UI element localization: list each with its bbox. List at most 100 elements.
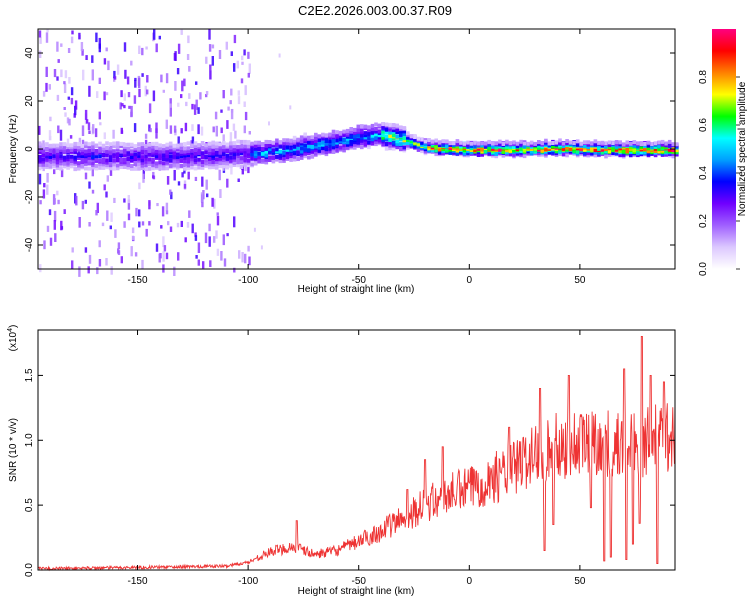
- spectrogram-cell: [186, 159, 191, 164]
- spectrogram-cell: [127, 213, 131, 221]
- spectrogram-cell: [236, 144, 240, 149]
- spectrogram-cell: [169, 226, 173, 232]
- spectrogram-cell: [476, 141, 481, 146]
- spectrogram-cell: [80, 143, 85, 148]
- spectrogram-cell: [183, 142, 187, 147]
- spectrogram-cell: [158, 143, 162, 148]
- spectrogram-cell: [420, 149, 424, 154]
- spectrogram-cell: [84, 199, 87, 204]
- spectrogram-cell: [554, 149, 559, 154]
- spectrogram-cell: [140, 142, 145, 147]
- spectrogram-cell: [214, 152, 219, 157]
- spectrogram-cell: [455, 142, 460, 147]
- colorbar-gradient: [712, 29, 736, 269]
- spectrogram-cell: [285, 141, 290, 146]
- spectrogram-cell: [137, 142, 141, 147]
- spectrogram-cell: [107, 60, 110, 71]
- spectrogram-cell: [205, 56, 208, 64]
- spectrogram-cell: [222, 158, 226, 163]
- spectrogram-cell: [230, 109, 234, 120]
- spectrogram-cell: [105, 258, 108, 266]
- spectrogram-cell: [161, 206, 165, 217]
- spectrogram-cell: [646, 149, 651, 154]
- spectrogram-cell: [222, 234, 225, 246]
- spectrogram-cell: [469, 150, 474, 155]
- spectrogram-cell: [232, 147, 237, 152]
- spectrogram-cell: [321, 142, 325, 147]
- spectrogram-cell: [80, 42, 84, 51]
- spectrogram-cell: [130, 111, 133, 118]
- spectrogram-cell: [448, 150, 453, 155]
- spectrogram-cell: [494, 141, 499, 146]
- spectrogram-cell: [76, 163, 81, 168]
- spectrogram-cell: [140, 155, 145, 160]
- spectrogram-cell: [49, 116, 52, 122]
- spectrogram-cell: [140, 145, 145, 150]
- spectrogram-cell: [225, 153, 230, 158]
- spectrogram-cell: [80, 154, 85, 158]
- spectrogram-cell: [140, 148, 145, 153]
- spectrogram-cell: [625, 147, 630, 152]
- spectrogram-cell: [59, 148, 63, 152]
- spectrogram-cell: [292, 135, 297, 140]
- spectrogram-cell: [218, 169, 221, 181]
- spectrogram-cell: [122, 150, 127, 155]
- spectrogram-cell: [48, 130, 52, 141]
- spectrogram-cell: [260, 142, 265, 147]
- spectrogram-cell: [66, 149, 70, 154]
- spectrogram-cell: [68, 77, 71, 84]
- spectrogram-cell: [664, 149, 668, 154]
- spectrogram-cell: [247, 72, 250, 78]
- spectrogram-cell: [123, 93, 126, 101]
- spectrogram-cell: [607, 143, 612, 148]
- spectrogram-x-tick-label: 50: [574, 275, 586, 286]
- spectrogram-cell: [112, 129, 115, 139]
- spectrogram-cell: [195, 99, 198, 110]
- spectrogram-cell: [43, 240, 46, 250]
- spectrogram-cell: [202, 190, 205, 200]
- spectrogram-cell: [388, 140, 392, 145]
- snr-plot-area: [38, 330, 675, 570]
- spectrogram-cell: [360, 138, 364, 143]
- spectrogram-cell: [307, 144, 311, 149]
- spectrogram-cell: [151, 153, 155, 157]
- spectrogram-cell: [96, 91, 99, 98]
- spectrogram-cell: [98, 146, 102, 151]
- spectrogram-cell: [239, 151, 244, 156]
- spectrogram-cell: [237, 90, 240, 96]
- spectrogram-cell: [78, 217, 81, 228]
- spectrogram-cell: [144, 163, 148, 168]
- spectrogram-cell: [126, 152, 131, 157]
- spectrogram-cell: [66, 165, 70, 170]
- spectrogram-cell: [105, 191, 108, 198]
- spectrogram-cell: [229, 151, 233, 156]
- spectrogram-cell: [134, 79, 137, 88]
- spectrogram-cell: [55, 143, 60, 148]
- spectrogram-cell: [363, 133, 368, 138]
- spectrogram-cell: [180, 94, 183, 99]
- spectrogram-cell: [285, 152, 290, 157]
- spectrogram-cell: [360, 133, 364, 138]
- spectrogram-cell: [437, 150, 442, 155]
- spectrogram-cell: [64, 112, 67, 117]
- spectrogram-cell: [452, 150, 456, 155]
- spectrogram-cell: [133, 152, 138, 157]
- spectrogram-cell: [183, 153, 187, 158]
- spectrogram-cell: [423, 142, 428, 147]
- spectrogram-cell: [186, 54, 190, 60]
- spectrogram-cell: [349, 127, 353, 131]
- spectrogram-cell: [162, 89, 165, 93]
- spectrogram-cell: [314, 136, 318, 141]
- spectrogram-cell: [144, 133, 148, 139]
- spectrogram-cell: [38, 145, 42, 150]
- spectrogram-cell: [480, 147, 484, 151]
- spectrogram-cell: [268, 147, 272, 152]
- spectrogram-cell: [211, 160, 215, 165]
- spectrogram-cell: [205, 94, 208, 98]
- spectrogram-cell: [275, 142, 279, 147]
- spectrogram-cell: [292, 138, 297, 143]
- spectrogram-cell: [253, 151, 258, 156]
- spectrogram-cell: [402, 132, 407, 137]
- spectrogram-cell: [207, 147, 212, 152]
- spectrogram-cell: [512, 145, 516, 150]
